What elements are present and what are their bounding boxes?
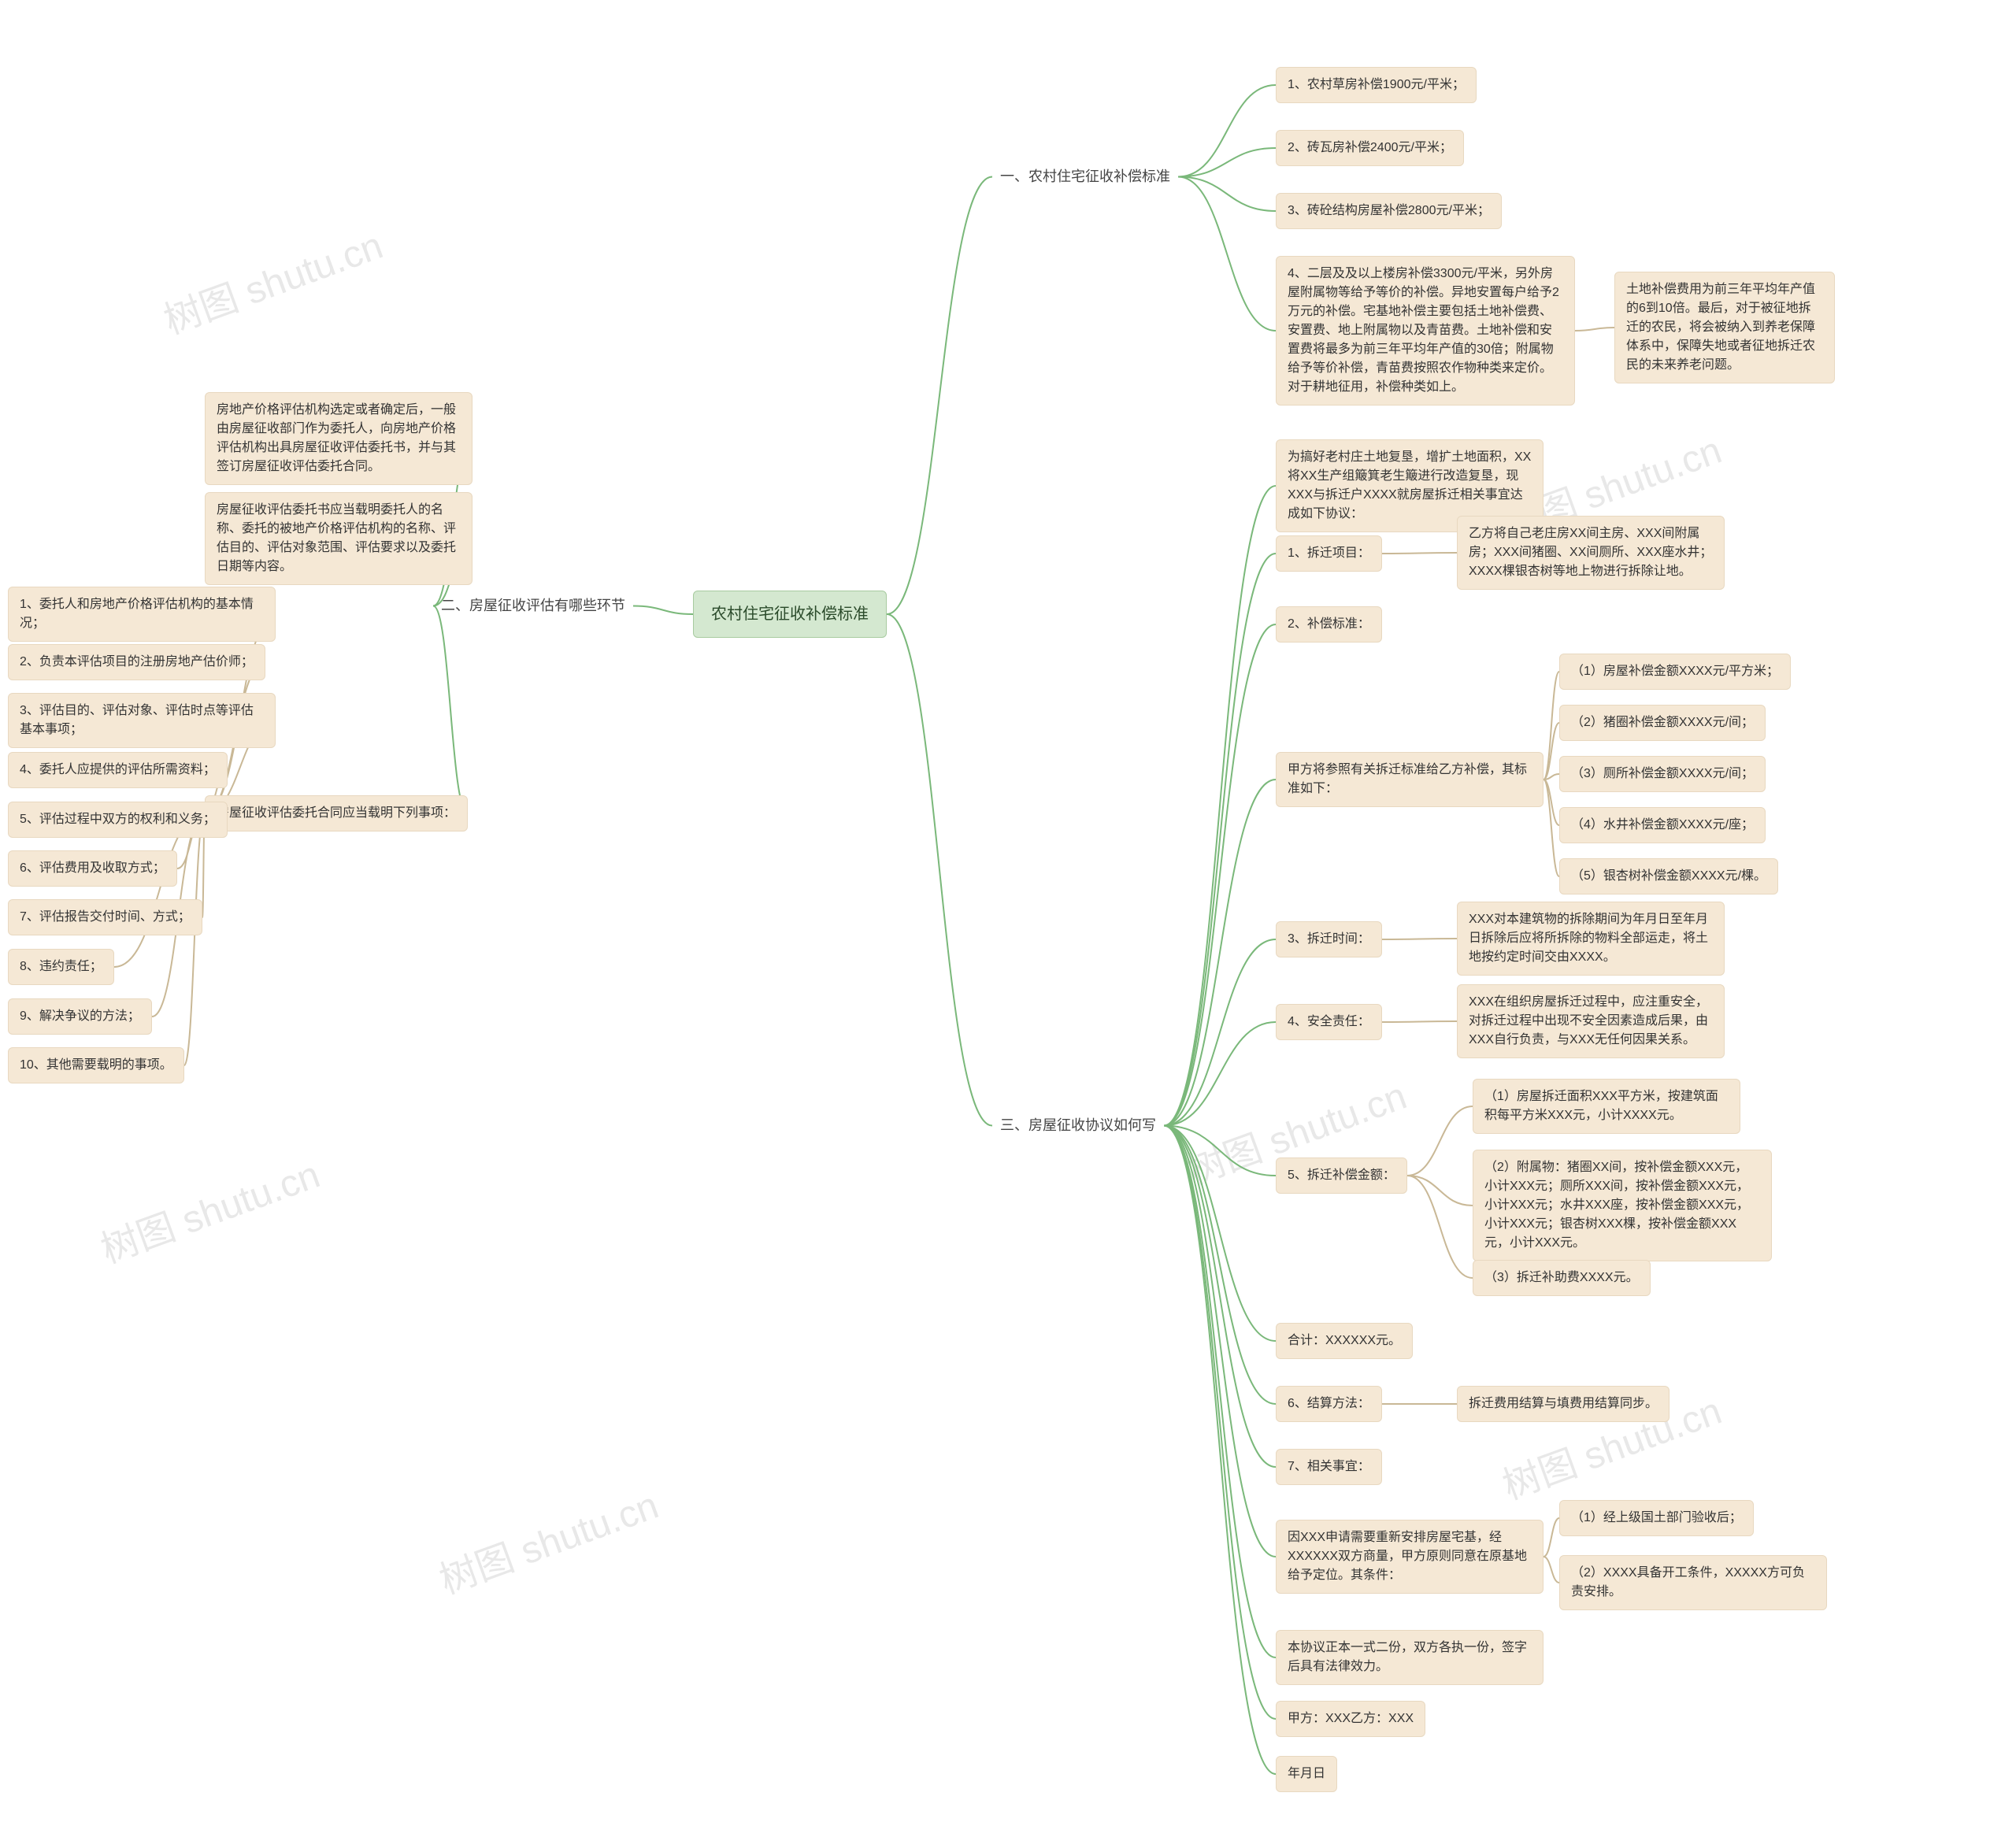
leaf-node: 房屋征收评估委托合同应当载明下列事项： [205,795,468,832]
leaf-node: 甲方将参照有关拆迁标准给乙方补偿，其标准如下： [1276,752,1544,807]
leaf-node: 5、评估过程中双方的权利和义务； [8,802,228,838]
leaf-node: 房屋征收评估委托书应当载明委托人的名称、委托的被地产价格评估机构的名称、评估目的… [205,492,472,585]
leaf-node: 乙方将自己老庄房XX间主房、XXX间附属房；XXX间猪圈、XX间厕所、XXX座水… [1457,516,1725,590]
leaf-node: 年月日 [1276,1756,1337,1792]
leaf-node: 1、委托人和房地产价格评估机构的基本情况； [8,587,276,642]
leaf-node: 9、解决争议的方法； [8,998,152,1035]
root-node: 农村住宅征收补偿标准 [693,591,887,638]
leaf-node: （5）银杏树补偿金额XXXX元/棵。 [1559,858,1778,894]
leaf-node: 4、委托人应提供的评估所需资料； [8,752,228,788]
leaf-node: 7、评估报告交付时间、方式； [8,899,202,935]
leaf-node: XXX对本建筑物的拆除期间为年月日至年月日拆除后应将所拆除的物料全部运走，将土地… [1457,902,1725,976]
leaf-node: （4）水井补偿金额XXXX元/座； [1559,807,1766,843]
leaf-node: （2）附属物：猪圈XX间，按补偿金额XXX元，小计XXX元；厕所XXX间，按补偿… [1473,1150,1772,1261]
leaf-node: 1、农村草房补偿1900元/平米； [1276,67,1477,103]
leaf-node: 房地产价格评估机构选定或者确定后，一般由房屋征收部门作为委托人，向房地产价格评估… [205,392,472,485]
leaf-node: （1）房屋补偿金额XXXX元/平方米； [1559,654,1791,690]
leaf-node: 2、砖瓦房补偿2400元/平米； [1276,130,1464,166]
leaf-node: 3、评估目的、评估对象、评估时点等评估基本事项； [8,693,276,748]
leaf-node: （2）猪圈补偿金额XXXX元/间； [1559,705,1766,741]
leaf-node: （2）XXXX具备开工条件，XXXXX方可负责安排。 [1559,1555,1827,1610]
leaf-node: 7、相关事宜： [1276,1449,1382,1485]
leaf-node: （1）经上级国土部门验收后； [1559,1500,1754,1536]
branch-section-2: 二、房屋征收评估有哪些环节 [433,591,633,621]
leaf-node: 2、补偿标准： [1276,606,1382,643]
leaf-node: （3）厕所补偿金额XXXX元/间； [1559,756,1766,792]
leaf-node: XXX在组织房屋拆迁过程中，应注重安全，对拆迁过程中出现不安全因素造成后果，由X… [1457,984,1725,1058]
leaf-node: 4、二层及及以上楼房补偿3300元/平米，另外房屋附属物等给予等价的补偿。异地安… [1276,256,1575,406]
leaf-node: 拆迁费用结算与填费用结算同步。 [1457,1386,1670,1422]
leaf-node: 合计：XXXXXX元。 [1276,1323,1413,1359]
leaf-node: （1）房屋拆迁面积XXX平方米，按建筑面积每平方米XXX元，小计XXXX元。 [1473,1079,1740,1134]
leaf-node: 3、砖砼结构房屋补偿2800元/平米； [1276,193,1502,229]
leaf-node: 8、违约责任； [8,949,114,985]
leaf-node: 10、其他需要载明的事项。 [8,1047,184,1083]
leaf-node: 2、负责本评估项目的注册房地产估价师； [8,644,265,680]
leaf-node: 因XXX申请需要重新安排房屋宅基，经XXXXXX双方商量，甲方原则同意在原基地给… [1276,1520,1544,1594]
leaf-node: 6、结算方法： [1276,1386,1382,1422]
branch-section-1: 一、农村住宅征收补偿标准 [992,161,1178,192]
leaf-node: （3）拆迁补助费XXXX元。 [1473,1260,1651,1296]
leaf-node: 5、拆迁补偿金额： [1276,1157,1407,1194]
leaf-node: 4、安全责任： [1276,1004,1382,1040]
leaf-node: 1、拆迁项目： [1276,535,1382,572]
branch-section-3: 三、房屋征收协议如何写 [992,1110,1164,1141]
leaf-node: 6、评估费用及收取方式； [8,850,177,887]
leaf-node: 土地补偿费用为前三年平均年产值的6到10倍。最后，对于被征地拆迁的农民，将会被纳… [1614,272,1835,383]
leaf-node: 3、拆迁时间： [1276,921,1382,957]
leaf-node: 本协议正本一式二份，双方各执一份，签字后具有法律效力。 [1276,1630,1544,1685]
leaf-node: 甲方：XXX乙方：XXX [1276,1701,1425,1737]
